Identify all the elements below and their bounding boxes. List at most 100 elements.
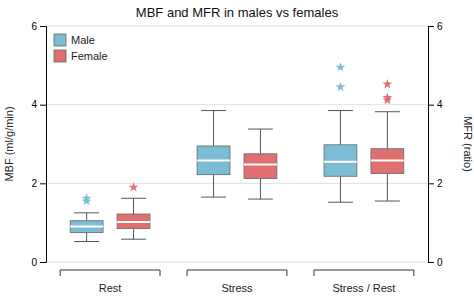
legend-swatch (54, 34, 66, 46)
whisker-cap (121, 239, 146, 240)
title: MBF and MFR in males vs females (136, 5, 339, 20)
whisker (133, 229, 134, 240)
flier (336, 82, 346, 91)
tick-mark (40, 183, 46, 184)
median (197, 160, 230, 162)
whisker (213, 111, 214, 146)
category-label: Stress / Rest (332, 282, 395, 294)
whisker-cap (248, 129, 273, 130)
tick-label: 4 (31, 99, 37, 110)
median (117, 221, 150, 223)
whisker-cap (328, 110, 353, 111)
tick: 6 (31, 21, 46, 32)
flier (382, 92, 392, 101)
whisker (260, 129, 261, 154)
category-label: Rest (99, 282, 122, 294)
tick: 4 (31, 99, 46, 110)
y2-axis-title: MFR (ratio) (462, 116, 474, 172)
y-axis-title: MBF (ml/g/min) (3, 106, 15, 181)
category-label: Stress (221, 282, 253, 294)
whisker (340, 111, 341, 145)
tick-mark (428, 183, 434, 184)
legend-item: Male (54, 34, 95, 46)
grid (46, 26, 428, 262)
axis-line (429, 27, 435, 263)
median (324, 161, 357, 163)
flier (82, 193, 92, 202)
whisker-cap (74, 241, 99, 242)
whisker-cap (74, 212, 99, 213)
flier (382, 79, 392, 88)
tick-mark (40, 262, 46, 263)
plot: 0 2 4 6 0 2 4 6 Rest Stress Stress / Rest Male Femal… (31, 21, 443, 294)
legend-swatch (54, 50, 66, 62)
whisker (260, 179, 261, 199)
tick-label: 6 (31, 21, 37, 32)
tick: 2 (428, 178, 443, 189)
tick: 4 (428, 99, 443, 110)
whisker-cap (201, 197, 226, 198)
legend: Male Female (54, 34, 108, 62)
median (371, 160, 404, 162)
grid-line (46, 26, 428, 27)
box-body (117, 214, 150, 229)
whisker-cap (121, 198, 146, 199)
whisker-cap (248, 199, 273, 200)
box-body (197, 146, 230, 175)
legend-label: Female (71, 50, 108, 62)
whisker-cap (201, 110, 226, 111)
whisker (86, 233, 87, 242)
tick-label: 0 (437, 257, 443, 268)
axis-line (40, 27, 47, 263)
group-bracket (187, 270, 287, 276)
tick: 2 (31, 178, 46, 189)
whisker (86, 213, 87, 221)
box (197, 111, 230, 198)
tick: 0 (31, 257, 46, 268)
box (117, 182, 150, 239)
tick-mark (40, 105, 46, 106)
tick-label: 4 (437, 99, 443, 110)
whisker (213, 175, 214, 197)
y-axis: 0 2 4 6 (31, 21, 46, 268)
y2-axis: 0 2 4 6 (428, 21, 443, 268)
box-body (371, 149, 404, 174)
whisker (340, 176, 341, 202)
grid-line (46, 262, 428, 263)
box (244, 129, 277, 199)
tick: 0 (428, 257, 443, 268)
legend-label: Male (71, 34, 95, 46)
box (70, 193, 103, 241)
group-bracket (314, 270, 414, 276)
whisker-cap (375, 111, 400, 112)
whisker (387, 174, 388, 202)
grid-line (46, 104, 428, 105)
box-body (244, 154, 277, 179)
median (70, 226, 103, 228)
tick-mark (428, 105, 434, 106)
marks (70, 62, 404, 241)
chart: 0 2 4 6 0 2 4 6 Rest Stress Stress / Rest Male Femal… (0, 0, 474, 306)
box (371, 79, 404, 201)
whisker (387, 112, 388, 149)
group-labels: Rest Stress Stress / Rest (60, 270, 414, 294)
group-bracket (60, 270, 160, 276)
tick-mark (40, 26, 46, 27)
tick-label: 2 (31, 178, 37, 189)
tick-label: 6 (437, 21, 443, 32)
box-body (70, 221, 103, 233)
whisker-cap (328, 202, 353, 203)
grid-line (46, 183, 428, 184)
tick-mark (428, 26, 434, 27)
tick: 6 (428, 21, 443, 32)
legend-item: Female (54, 50, 108, 62)
series (117, 79, 404, 239)
median (244, 163, 277, 165)
box-body (324, 145, 357, 176)
whisker-cap (375, 201, 400, 202)
box (324, 62, 357, 202)
tick-label: 0 (31, 257, 37, 268)
flier (129, 182, 139, 191)
flier (336, 62, 346, 71)
whisker (133, 198, 134, 214)
